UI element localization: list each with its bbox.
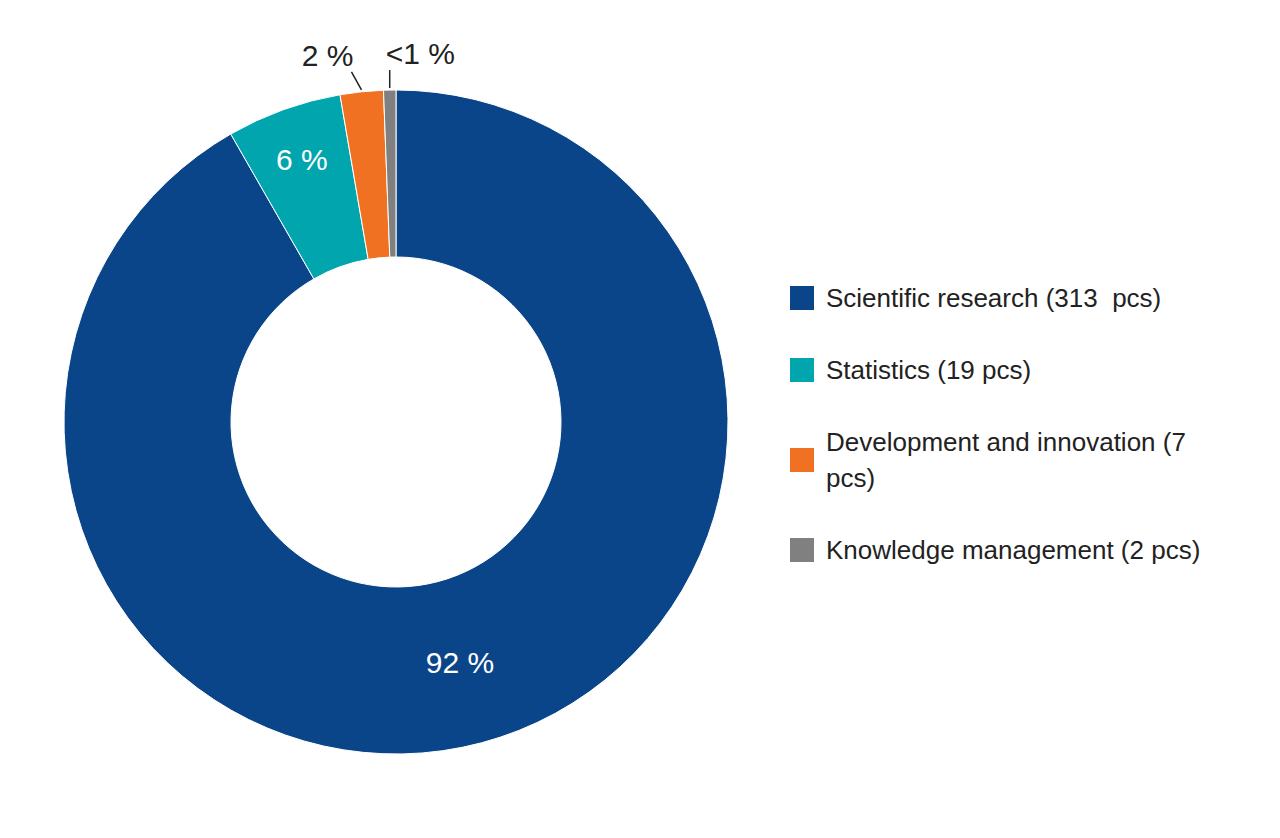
leader-line [351,72,361,90]
legend-entry: Development and innovation (7pcs) [790,427,1186,493]
chart: 92 % 6 % 2 % <1 % Scientific research (313 p… [0,0,1280,838]
slice [340,90,390,259]
legend-label: Knowledge management (2 pcs) [826,535,1200,565]
leader-line [389,70,391,88]
data-label: 6 % [276,143,328,176]
data-label: 2 % [302,39,354,72]
data-label: <1 % [386,37,455,70]
legend-swatch [790,286,814,310]
slice [383,90,396,257]
legend-entry: Scientific research (313 pcs) [790,283,1161,313]
legend-entry: Knowledge management (2 pcs) [790,535,1200,565]
legend-label: Development and innovation (7pcs) [826,427,1186,493]
legend-label: Statistics (19 pcs) [826,355,1031,385]
slices [64,90,728,754]
plot [64,90,728,754]
slice [64,90,728,754]
data-labels: 92 % 6 % 2 % <1 % [276,37,494,679]
legend-swatch [790,538,814,562]
legend-swatch [790,448,814,472]
legend-label: Scientific research (313 pcs) [826,283,1161,313]
legend: Scientific research (313 pcs) Statistics … [790,283,1200,565]
legend-swatch [790,358,814,382]
legend-entry: Statistics (19 pcs) [790,355,1031,385]
data-label: 92 % [426,646,494,679]
